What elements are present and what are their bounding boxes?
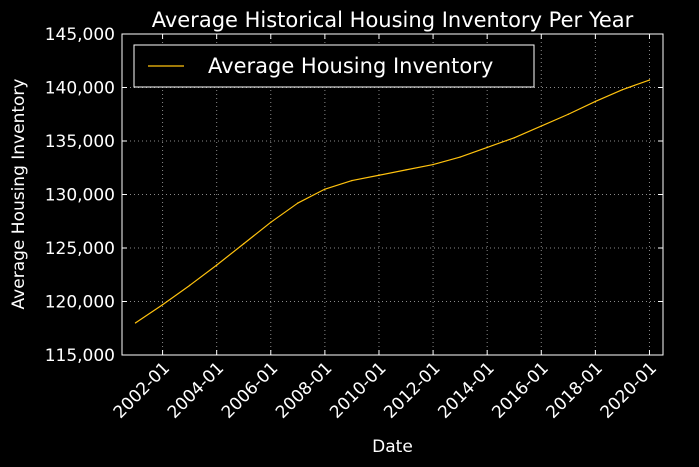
series-layer	[134, 79, 651, 324]
data-point	[594, 100, 597, 103]
y-tick-label: 145,000	[45, 25, 115, 45]
series-line	[135, 79, 650, 324]
y-tick-label: 125,000	[45, 239, 115, 259]
data-point	[405, 169, 407, 171]
data-point	[324, 188, 326, 190]
data-point	[540, 125, 542, 127]
y-tick-label: 135,000	[45, 132, 115, 152]
x-axis-label: Date	[372, 437, 413, 457]
data-point	[486, 146, 488, 149]
data-point	[432, 163, 434, 166]
data-point	[513, 137, 515, 139]
data-point	[161, 304, 164, 306]
data-point	[351, 179, 353, 182]
y-tick-label: 140,000	[45, 79, 115, 99]
data-point	[621, 88, 624, 91]
data-point	[648, 79, 651, 81]
y-tick-label: 130,000	[45, 186, 115, 206]
chart-title: Average Historical Housing Inventory Per…	[152, 8, 634, 32]
legend-box	[133, 44, 535, 88]
data-point	[297, 202, 299, 204]
data-point	[134, 322, 137, 324]
data-point	[243, 243, 245, 245]
y-tick-label: 120,000	[45, 293, 115, 313]
data-point	[378, 174, 380, 176]
grid-lines	[122, 34, 663, 355]
y-axis-label: Average Housing Inventory	[9, 79, 29, 310]
y-tick-label: 115,000	[45, 346, 115, 366]
data-point	[567, 113, 570, 115]
legend-label: Average Housing Inventory	[208, 54, 493, 78]
data-point	[215, 264, 218, 266]
data-point	[188, 284, 191, 287]
y-axis-ticks: 115,000 120,000 125,000 130,000 135,000 140,0…	[45, 25, 663, 366]
data-point	[270, 221, 272, 224]
data-point	[459, 156, 461, 158]
legend: Average Housing Inventory	[133, 44, 535, 88]
